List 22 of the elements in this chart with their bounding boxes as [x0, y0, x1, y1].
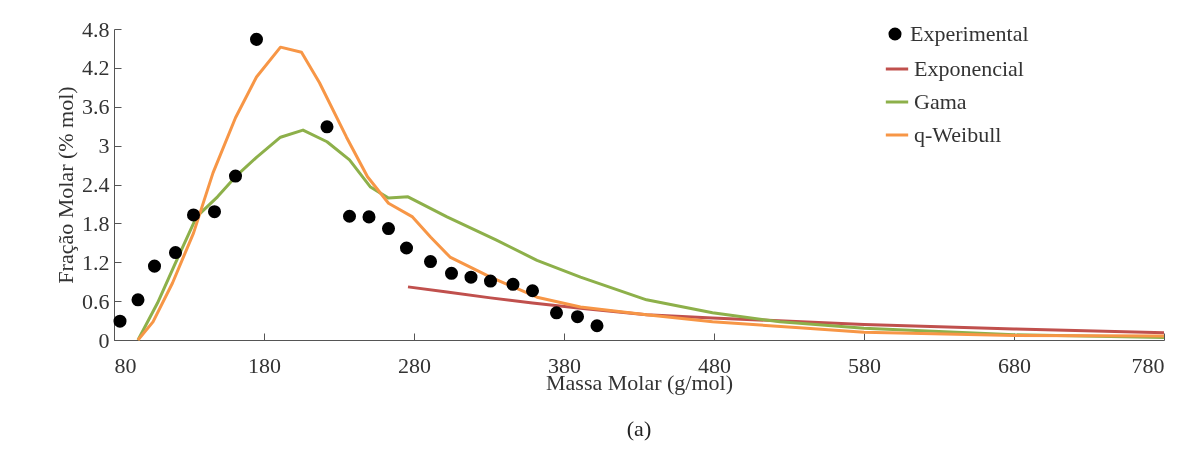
y-tick-label: 2.4: [82, 172, 110, 197]
x-tick-label: 680: [998, 352, 1031, 378]
y-tick-label: 3: [98, 133, 110, 159]
legend-label: Exponencial: [914, 56, 1024, 81]
y-tick-label: 0.6: [82, 288, 110, 314]
x-tick-label: 780: [1131, 352, 1165, 378]
y-axis-title: Fração Molar (% mol): [53, 86, 78, 284]
legend-label: Experimental: [910, 21, 1029, 46]
text: (a): [626, 416, 652, 441]
y-tick-label: 4.8: [82, 16, 110, 42]
line-series: [136, 45, 1166, 342]
legend-label: q-Weibull: [914, 122, 1002, 147]
legend-label: Gama: [914, 89, 967, 114]
y-tick-label: 1.8: [82, 210, 110, 236]
x-tick-label: 580: [848, 352, 881, 378]
x-tick-label: 80: [114, 352, 137, 378]
y-tick-label: 1.2: [82, 249, 110, 275]
y-tick-label: 0: [98, 327, 110, 353]
y-tick-label: 3.6: [82, 94, 110, 120]
y-tick-label: 4.2: [82, 55, 110, 81]
x-tick-label: 180: [248, 352, 281, 378]
x-tick-label: 280: [398, 352, 431, 378]
